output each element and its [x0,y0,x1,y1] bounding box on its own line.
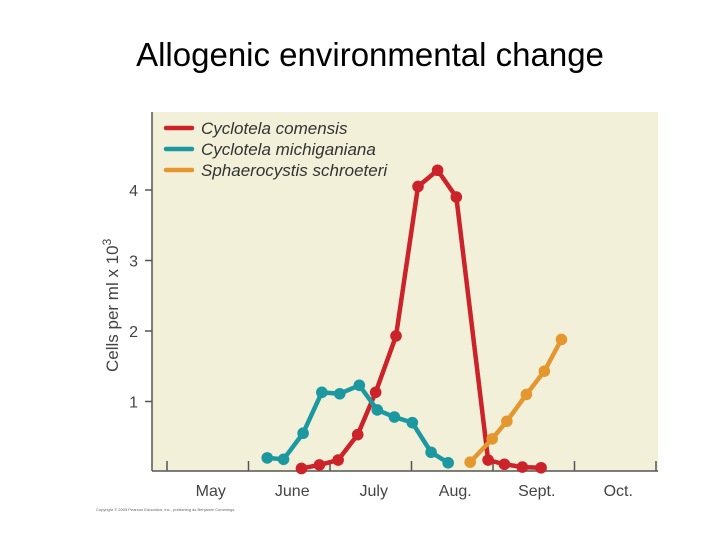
copyright-notice: Copyright © 2005 Pearson Education, Inc.… [96,507,235,512]
slide-title: Allogenic environmental change [136,36,604,73]
data-point-cyclotela-comensis [295,462,308,475]
y-tick-label: 2 [129,324,138,341]
y-tick-group: 1 2 3 4 [129,183,152,412]
data-point-sphaerocystis-schroeteri [538,365,551,377]
data-point-sphaerocystis-schroeteri [486,433,498,445]
legend-label: Sphaerocystis schroeteri [201,161,388,180]
data-point-cyclotela-comensis [390,330,402,342]
y-axis-title-exponent: 3 [100,238,114,245]
x-tick-label: Oct. [604,483,633,500]
plot-background [152,112,658,471]
data-point-cyclotela-comensis [313,459,326,471]
data-point-cyclotela-comensis [482,454,494,466]
x-tick-label: Sept. [518,483,555,500]
series-group [261,164,568,475]
data-point-sphaerocystis-schroeteri [520,388,533,401]
data-point-cyclotela-michiganiana [425,446,437,459]
data-point-cyclotela-comensis [516,461,529,473]
legend-label: Cyclotela comensis [201,119,348,138]
data-point-cyclotela-comensis [450,191,463,203]
data-point-cyclotela-michiganiana [371,404,384,416]
x-tick-label: Aug. [439,483,472,500]
data-point-cyclotela-comensis [332,454,344,466]
data-point-cyclotela-michiganiana [297,427,309,440]
data-point-cyclotela-michiganiana [277,453,290,466]
data-point-cyclotela-comensis [351,428,364,441]
data-point-sphaerocystis-schroeteri [501,415,513,428]
data-point-cyclotela-comensis [535,461,547,474]
y-tick-label: 3 [129,254,138,271]
legend-label: Cyclotela michiganiana [201,140,376,159]
x-tick-label: June [275,483,310,500]
data-point-cyclotela-michiganiana [333,387,346,400]
data-point-sphaerocystis-schroeteri [464,456,476,468]
x-tick-label: May [196,483,226,500]
y-axis-title-main: Cells per ml x 10 [103,245,122,372]
y-tick-label: 1 [129,395,138,412]
legend: Cyclotela comensis Cyclotela michiganiana… [163,119,388,180]
y-axis-title: Cells per ml x 103 [100,238,122,372]
data-point-cyclotela-comensis [431,164,444,177]
x-tick-group: May June July Aug. Sept. Oct. [166,461,657,500]
y-tick-label: 4 [129,183,138,200]
data-point-cyclotela-michiganiana [261,452,274,464]
x-tick-label: July [360,483,388,500]
data-point-cyclotela-michiganiana [442,457,454,469]
data-point-cyclotela-michiganiana [353,379,366,392]
data-point-cyclotela-comensis [412,180,424,193]
data-point-cyclotela-michiganiana [316,386,328,399]
data-point-cyclotela-comensis [498,458,511,471]
data-point-cyclotela-michiganiana [406,416,419,429]
data-point-sphaerocystis-schroeteri [555,333,568,346]
data-point-cyclotela-michiganiana [388,411,401,423]
data-point-cyclotela-comensis [369,386,382,399]
